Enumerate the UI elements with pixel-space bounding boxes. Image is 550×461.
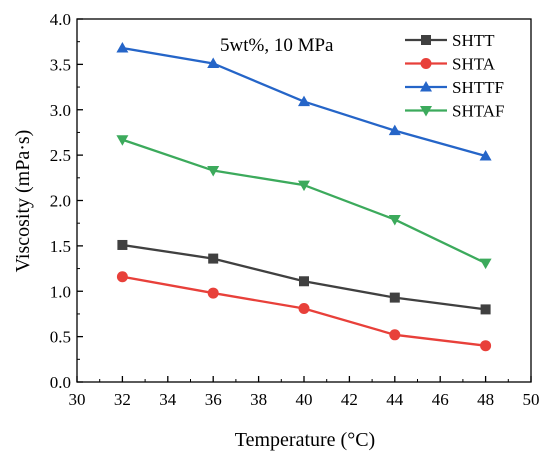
legend-label-shttf: SHTTF	[452, 78, 504, 97]
data-point-shta	[207, 287, 219, 299]
y-tick-label: 0.5	[50, 328, 71, 347]
legend: SHTT SHTA SHTTF SHTAF	[405, 31, 505, 121]
data-point-shta	[298, 302, 310, 314]
data-point-shtaf	[388, 215, 401, 226]
x-axis-title: Temperature (°C)	[235, 429, 375, 451]
y-tick-label: 0.0	[50, 373, 71, 392]
y-axis-title: Viscosity (mPa·s)	[12, 130, 34, 273]
legend-label-shtaf: SHTAF	[452, 102, 505, 121]
legend-marker-shta	[420, 58, 432, 69]
x-tick-label: 40	[296, 390, 313, 409]
x-tick-label: 42	[341, 390, 358, 409]
data-point-shtt	[117, 239, 128, 250]
series-shtaf	[116, 135, 492, 270]
legend-entry-shtt: SHTT	[405, 31, 495, 50]
x-tick-label: 50	[523, 390, 540, 409]
x-tick-label: 38	[250, 390, 267, 409]
legend-marker-shttf	[420, 81, 432, 92]
data-point-shttf	[207, 57, 220, 68]
legend-entry-shta: SHTA	[405, 55, 496, 74]
legend-entry-shttf: SHTTF	[405, 78, 504, 97]
legend-label-shta: SHTA	[452, 55, 496, 74]
data-point-shta	[389, 329, 401, 341]
data-point-shtt	[480, 304, 491, 315]
data-point-shtt	[389, 292, 400, 303]
data-point-shtaf	[479, 258, 492, 270]
data-point-shttf	[116, 42, 129, 53]
series-layer	[116, 42, 492, 352]
y-tick-label: 3.5	[50, 55, 71, 74]
legend-label-shtt: SHTT	[452, 31, 495, 50]
series-shttf	[116, 42, 492, 161]
series-shtt	[117, 239, 491, 315]
data-point-shta	[480, 340, 492, 352]
x-tick-label: 32	[114, 390, 131, 409]
data-point-shtt	[299, 276, 309, 287]
y-tick-label: 1.0	[50, 282, 71, 301]
x-tick-label: 44	[386, 390, 404, 409]
data-point-shttf	[298, 95, 310, 107]
y-tick-label: 4.0	[50, 10, 71, 29]
x-tick-label: 46	[432, 390, 449, 409]
data-point-shttf	[479, 150, 492, 161]
y-tick-label: 3.0	[50, 101, 71, 120]
series-line-shtaf	[122, 138, 487, 265]
data-point-shttf	[388, 124, 401, 136]
legend-marker-shtt	[421, 35, 431, 45]
x-tick-label: 48	[477, 390, 494, 409]
data-point-shtaf	[298, 180, 310, 192]
condition-annotation: 5wt%, 10 MPa	[220, 35, 334, 56]
x-tick-label: 30	[69, 390, 86, 409]
y-tick-label: 2.5	[50, 146, 71, 165]
data-point-shtaf	[207, 166, 220, 177]
x-tick-label: 34	[159, 390, 177, 409]
y-tick-label: 2.0	[50, 192, 71, 211]
legend-entry-shtaf: SHTAF	[405, 102, 505, 121]
legend-marker-shtaf	[420, 106, 432, 117]
y-tick-label: 1.5	[50, 237, 71, 256]
series-shta	[116, 271, 492, 352]
x-tick-label: 36	[205, 390, 222, 409]
data-point-shtaf	[116, 135, 129, 146]
axes: 30 32 34 36 38 40 42 44 46 48 50 0.0 0.5 1.0 1.5 2.0 2.5…	[50, 10, 540, 409]
data-point-shtt	[208, 253, 219, 264]
data-point-shta	[116, 271, 128, 283]
